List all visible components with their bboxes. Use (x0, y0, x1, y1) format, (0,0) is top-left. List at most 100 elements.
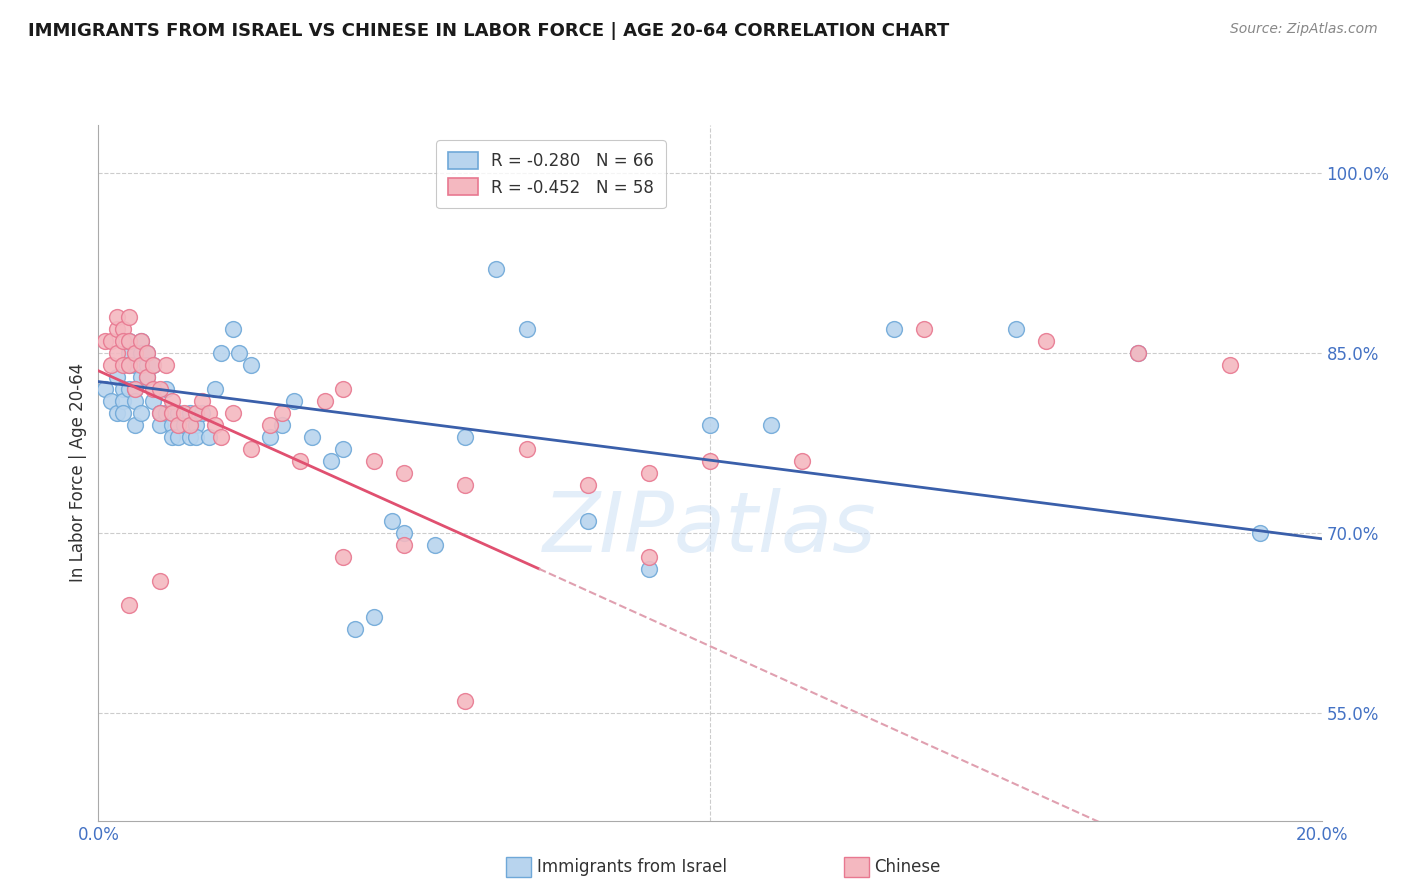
Point (392, 466, 416, 480)
Point (155, 358, 177, 372)
Point (124, 382, 146, 396)
Point (111, 406, 134, 420)
Point (270, 417, 292, 432)
Point (454, 477, 477, 491)
Point (186, 430, 208, 444)
Point (160, 430, 183, 444)
Point (454, 694, 477, 708)
Point (699, 417, 721, 432)
Text: Immigrants from Israel: Immigrants from Israel (537, 858, 727, 876)
Point (105, 322, 128, 336)
Point (1219, 358, 1241, 372)
Point (129, 406, 152, 420)
Point (105, 346, 128, 360)
Point (270, 406, 292, 420)
Point (363, 609, 385, 624)
Point (124, 346, 146, 360)
Point (149, 382, 172, 396)
Point (186, 406, 208, 420)
Point (516, 442, 538, 456)
Point (136, 369, 159, 384)
Point (111, 334, 134, 348)
Point (759, 417, 782, 432)
Point (179, 417, 201, 432)
Point (118, 598, 141, 612)
Point (197, 430, 219, 444)
Point (124, 393, 146, 408)
Point (209, 430, 232, 444)
Point (142, 393, 165, 408)
Point (124, 417, 146, 432)
Point (392, 538, 416, 552)
Text: IMMIGRANTS FROM ISRAEL VS CHINESE IN LABOR FORCE | AGE 20-64 CORRELATION CHART: IMMIGRANTS FROM ISRAEL VS CHINESE IN LAB… (28, 22, 949, 40)
Point (179, 406, 201, 420)
Point (149, 406, 172, 420)
Point (100, 358, 122, 372)
Point (363, 454, 385, 468)
Point (124, 382, 146, 396)
Point (344, 622, 367, 636)
Point (204, 382, 226, 396)
Point (100, 393, 122, 408)
Point (142, 382, 165, 396)
Point (485, 261, 508, 276)
Point (93, 334, 115, 348)
Point (142, 358, 165, 372)
Point (332, 442, 354, 456)
Point (454, 430, 477, 444)
Point (136, 369, 159, 384)
Y-axis label: In Labor Force | Age 20-64: In Labor Force | Age 20-64 (69, 363, 87, 582)
Point (173, 417, 195, 432)
Point (197, 406, 219, 420)
Point (191, 406, 214, 420)
Point (129, 346, 152, 360)
Point (129, 358, 152, 372)
Point (105, 406, 128, 420)
Point (392, 525, 416, 540)
Point (118, 382, 141, 396)
Point (637, 466, 661, 480)
Point (637, 549, 661, 564)
Text: ZIPatlas: ZIPatlas (543, 488, 877, 569)
Point (155, 406, 177, 420)
Point (209, 346, 232, 360)
Point (160, 417, 183, 432)
Point (118, 346, 141, 360)
Point (332, 549, 354, 564)
Point (259, 417, 281, 432)
Point (118, 358, 141, 372)
Point (314, 393, 336, 408)
Point (1128, 346, 1150, 360)
Point (167, 406, 190, 420)
Point (129, 334, 152, 348)
Point (576, 514, 599, 528)
Point (186, 417, 208, 432)
Point (222, 406, 245, 420)
Text: Source: ZipAtlas.com: Source: ZipAtlas.com (1230, 22, 1378, 37)
Point (167, 430, 190, 444)
Point (204, 417, 226, 432)
Point (240, 358, 263, 372)
Point (118, 334, 141, 348)
Point (160, 393, 183, 408)
Point (111, 358, 134, 372)
Point (167, 417, 190, 432)
Point (283, 393, 305, 408)
Point (1128, 346, 1150, 360)
Point (228, 346, 250, 360)
Point (149, 417, 172, 432)
Point (111, 322, 134, 336)
Point (105, 310, 128, 324)
Point (118, 358, 141, 372)
Point (637, 562, 661, 576)
Point (319, 454, 342, 468)
Point (240, 442, 263, 456)
Point (516, 322, 538, 336)
Point (222, 322, 245, 336)
Point (191, 393, 214, 408)
Point (1004, 322, 1026, 336)
Point (118, 334, 141, 348)
Point (173, 406, 195, 420)
Point (124, 358, 146, 372)
Point (883, 322, 905, 336)
